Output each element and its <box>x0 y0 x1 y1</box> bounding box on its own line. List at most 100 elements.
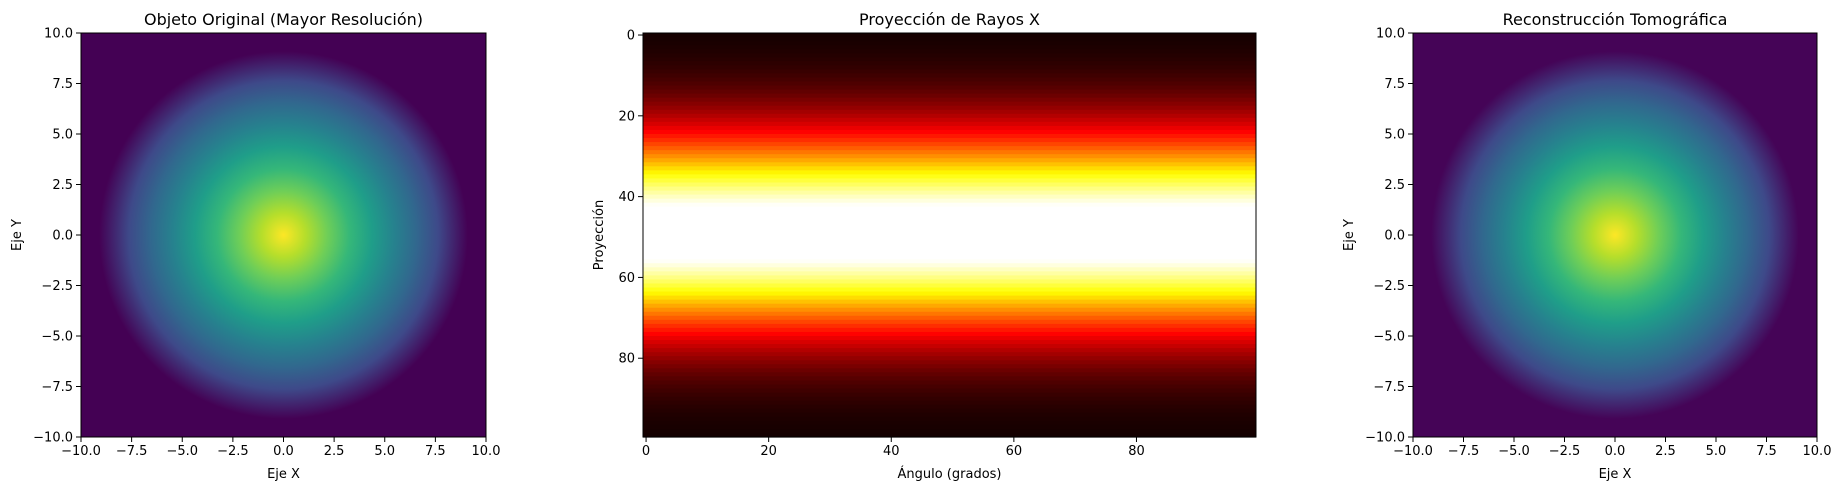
x-tick-label: 0.0 <box>1605 444 1626 459</box>
heatmap-row <box>643 364 1256 369</box>
chart-panel-reconstruction: Reconstrucción Tomográfica Eje X Eje Y −… <box>1342 10 1831 482</box>
heatmap-row <box>643 259 1256 264</box>
heatmap-row <box>643 404 1256 410</box>
heatmap-row <box>643 186 1256 192</box>
heatmap-row <box>643 299 1256 305</box>
x-tick-label: −5.0 <box>1498 444 1530 459</box>
chart-panel-original: Objeto Original (Mayor Resolución) Eje X… <box>10 10 500 482</box>
heatmap-row <box>643 267 1256 272</box>
heatmap-row <box>643 73 1256 79</box>
heatmap-row <box>643 105 1256 111</box>
heatmap-row <box>643 420 1256 426</box>
y-tick-label: 10.0 <box>44 27 73 42</box>
x-axis-ticks: 0 20 40 60 80 <box>642 437 1145 459</box>
y-tick-label: 80 <box>618 352 635 367</box>
heatmap-row <box>643 138 1256 143</box>
x-tick-label: 5.0 <box>374 444 395 459</box>
x-tick-label: −2.5 <box>1549 444 1581 459</box>
y-axis-label: Eje Y <box>1342 219 1357 251</box>
heatmap-row <box>643 150 1256 155</box>
heatmap-row <box>643 65 1256 70</box>
y-axis-ticks: 10.0 7.5 5.0 2.5 0.0 −2.5 −5.0 −7.5 −10.0 <box>1365 27 1413 446</box>
heatmap-row <box>643 323 1256 329</box>
heatmap-row <box>643 81 1256 87</box>
heatmap-row <box>643 198 1256 204</box>
chart-title: Reconstrucción Tomográfica <box>1503 10 1728 29</box>
y-tick-label: −5.0 <box>41 330 73 345</box>
heatmap-row <box>643 307 1256 313</box>
y-tick-label: 5.0 <box>52 128 73 143</box>
y-tick-label: 5.0 <box>1384 128 1405 143</box>
heatmap-row <box>643 291 1256 297</box>
y-tick-label: 2.5 <box>52 178 73 193</box>
heatmap-image <box>99 51 468 419</box>
y-tick-label: 7.5 <box>1384 77 1405 92</box>
heatmap-row <box>643 372 1256 377</box>
heatmap-row <box>643 255 1256 260</box>
heatmap-row <box>643 85 1256 91</box>
chart-title: Objeto Original (Mayor Resolución) <box>144 10 423 29</box>
heatmap-row <box>643 336 1256 341</box>
heatmap-row <box>643 319 1256 325</box>
heatmap-row <box>643 384 1256 390</box>
x-tick-label: 10.0 <box>472 444 501 459</box>
heatmap-row <box>643 129 1256 135</box>
heatmap-row <box>643 41 1256 46</box>
x-tick-label: −5.0 <box>166 444 198 459</box>
heatmap-row <box>643 134 1256 139</box>
heatmap-row <box>643 142 1256 147</box>
heatmap-row <box>643 412 1256 418</box>
heatmap-row <box>643 287 1256 293</box>
heatmap-row <box>643 331 1256 337</box>
heatmap-row <box>643 170 1256 175</box>
y-tick-label: 0.0 <box>1384 229 1405 244</box>
x-axis-ticks: −10.0 −7.5 −5.0 −2.5 0.0 2.5 5.0 7.5 10.0 <box>1393 437 1831 459</box>
x-axis-label: Ángulo (grados) <box>897 466 1001 482</box>
heatmap-image <box>1431 51 1799 419</box>
heatmap-row <box>643 235 1256 240</box>
y-tick-label: 10.0 <box>1376 27 1405 42</box>
heatmap-row <box>643 368 1256 373</box>
y-tick-label: 20 <box>618 109 635 124</box>
chart-panel-projection: Proyección de Rayos X Ángulo (grados) Pr… <box>592 10 1257 482</box>
heatmap-row <box>643 327 1256 333</box>
x-tick-label: 2.5 <box>1655 444 1676 459</box>
heatmap-row <box>643 416 1256 422</box>
heatmap-row <box>643 408 1256 414</box>
x-axis-ticks: −10.0 −7.5 −5.0 −2.5 0.0 2.5 5.0 7.5 10.0 <box>61 437 500 459</box>
heatmap-row <box>643 109 1256 115</box>
y-axis-label: Proyección <box>592 200 607 270</box>
heatmap-row <box>643 243 1256 248</box>
y-tick-label: 2.5 <box>1384 178 1405 193</box>
y-tick-label: 0 <box>627 29 635 44</box>
heatmap-row <box>643 93 1256 99</box>
heatmap-row <box>643 226 1256 232</box>
x-tick-label: −7.5 <box>116 444 148 459</box>
x-tick-label: 2.5 <box>324 444 345 459</box>
heatmap-row <box>643 178 1256 184</box>
y-tick-label: 40 <box>618 190 635 205</box>
x-tick-label: 20 <box>760 444 777 459</box>
heatmap-row <box>643 154 1256 159</box>
y-tick-label: 7.5 <box>52 77 73 92</box>
heatmap-row <box>643 182 1256 188</box>
heatmap-row <box>643 190 1256 196</box>
heatmap-row <box>643 380 1256 386</box>
heatmap-row <box>643 311 1256 317</box>
heatmap-row <box>643 400 1256 406</box>
heatmap-row <box>643 424 1256 430</box>
x-tick-label: −10.0 <box>61 444 101 459</box>
x-tick-label: −10.0 <box>1393 444 1433 459</box>
x-tick-label: 60 <box>1006 444 1023 459</box>
heatmap-row <box>643 202 1256 208</box>
heatmap-row <box>643 428 1256 434</box>
heatmap-row <box>643 340 1256 345</box>
heatmap-row <box>643 101 1256 107</box>
x-tick-label: 80 <box>1128 444 1145 459</box>
heatmap-row <box>643 206 1256 212</box>
heatmap-row <box>643 53 1256 58</box>
heatmap-row <box>643 356 1256 361</box>
x-tick-label: 0 <box>642 444 650 459</box>
heatmap-row <box>643 348 1256 353</box>
